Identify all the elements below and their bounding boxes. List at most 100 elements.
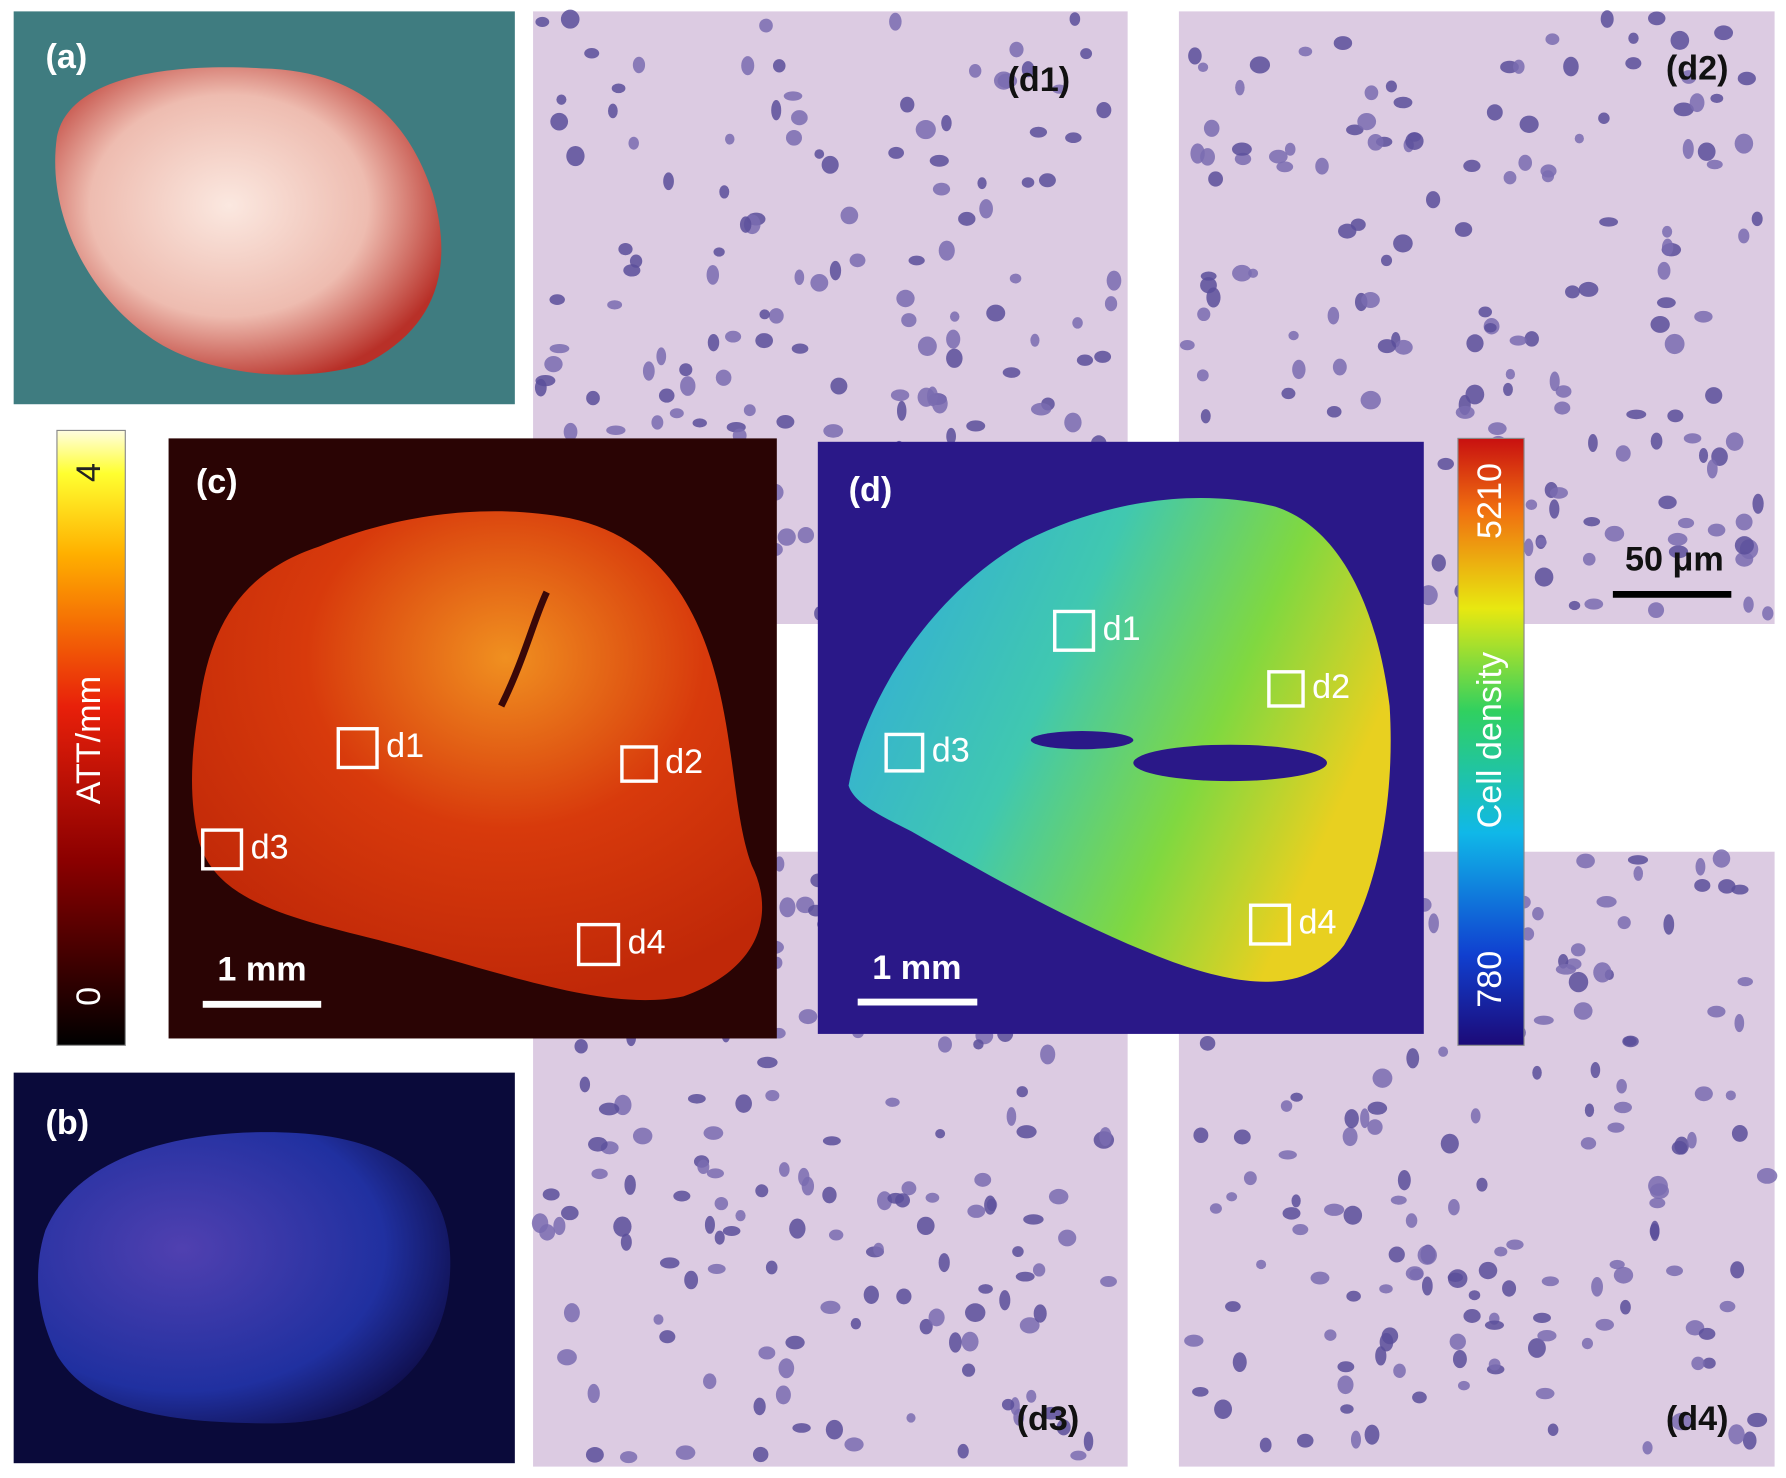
cell-nucleus <box>1599 217 1619 227</box>
cell-nucleus <box>719 185 730 199</box>
cell-nucleus <box>1626 409 1647 420</box>
cell-nucleus <box>1235 79 1245 96</box>
cell-nucleus <box>941 115 952 132</box>
cell-nucleus <box>1367 1119 1383 1135</box>
panel-label: (d2) <box>1666 50 1729 88</box>
cell-nucleus <box>1565 285 1580 299</box>
cell-nucleus <box>574 1039 588 1054</box>
region-box <box>1248 903 1292 946</box>
cell-nucleus <box>791 343 809 354</box>
colorbar-title: ATT/mm <box>70 676 108 804</box>
cell-nucleus <box>1725 1090 1736 1101</box>
cell-nucleus <box>984 1195 997 1215</box>
cell-nucleus <box>1465 384 1485 405</box>
cell-nucleus <box>1488 422 1507 435</box>
cell-nucleus <box>1521 927 1535 941</box>
cell-nucleus <box>663 172 674 191</box>
cell-nucleus <box>1518 154 1533 171</box>
cell-nucleus <box>1604 525 1625 542</box>
cell-nucleus <box>1377 339 1397 354</box>
cell-nucleus <box>1243 1171 1257 1186</box>
cell-nucleus <box>1694 1086 1713 1102</box>
cell-nucleus <box>1574 133 1584 144</box>
cell-nucleus <box>692 418 707 428</box>
cell-nucleus <box>1326 405 1342 418</box>
cell-nucleus <box>620 1233 632 1251</box>
cell-nucleus <box>1065 132 1082 144</box>
cell-nucleus <box>1751 211 1763 227</box>
cell-nucleus <box>539 1224 556 1241</box>
cell-nucleus <box>1710 93 1724 104</box>
cell-nucleus <box>906 1413 916 1423</box>
cell-nucleus <box>771 99 782 121</box>
cell-nucleus <box>1484 322 1497 333</box>
cell-nucleus <box>1494 1246 1508 1257</box>
cell-nucleus <box>607 300 623 310</box>
cell-nucleus <box>1547 1423 1559 1436</box>
cell-nucleus <box>1040 1044 1056 1065</box>
cell-nucleus <box>1379 1284 1393 1294</box>
cell-nucleus <box>873 1242 884 1257</box>
colorbar-min: 0 <box>70 987 108 1006</box>
cell-nucleus <box>557 1349 577 1366</box>
colorbar-title: Cell density <box>1471 651 1509 828</box>
cell-nucleus <box>1454 222 1473 237</box>
cell-nucleus <box>1249 56 1271 74</box>
cell-nucleus <box>1734 536 1754 555</box>
cell-nucleus <box>752 1446 769 1463</box>
cell-nucleus <box>1762 606 1774 621</box>
cell-nucleus <box>561 1205 579 1221</box>
panel-label: (d) <box>849 471 893 509</box>
cell-nucleus <box>1431 554 1446 572</box>
cell-nucleus <box>1360 390 1381 410</box>
cell-nucleus <box>1426 191 1441 209</box>
cell-nucleus <box>632 1127 653 1145</box>
cell-nucleus <box>1231 142 1252 156</box>
cell-nucleus <box>1523 538 1534 557</box>
cell-nucleus <box>656 347 667 366</box>
scale-bar-label: 1 mm <box>217 950 306 988</box>
cell-nucleus <box>1280 1100 1293 1112</box>
cell-nucleus <box>1650 315 1670 333</box>
cell-nucleus <box>1682 138 1694 159</box>
cell-nucleus <box>1584 598 1604 610</box>
panel-label: (c) <box>196 463 238 501</box>
tissue-hole <box>1030 731 1134 750</box>
cell-nucleus <box>1324 1203 1345 1216</box>
tissue-photo <box>55 67 442 375</box>
cell-nucleus <box>765 1260 778 1275</box>
cell-nucleus <box>1677 517 1695 529</box>
cell-nucleus <box>1563 56 1579 77</box>
cell-nucleus <box>1001 1398 1015 1411</box>
cell-nucleus <box>1058 1229 1077 1247</box>
cell-nucleus <box>1728 1424 1745 1445</box>
region-box <box>884 732 925 773</box>
panel-label: (d4) <box>1666 1400 1729 1438</box>
cell-nucleus <box>1737 977 1753 987</box>
cell-nucleus <box>1731 1125 1748 1142</box>
cell-nucleus <box>895 1193 911 1208</box>
cell-nucleus <box>1038 173 1056 188</box>
cell-nucleus <box>778 1358 795 1379</box>
cell-nucleus <box>1725 432 1744 451</box>
cell-nucleus <box>1549 371 1560 392</box>
cell-nucleus <box>1209 1203 1222 1214</box>
cell-nucleus <box>1706 459 1718 479</box>
cell-nucleus <box>1232 1352 1247 1373</box>
cell-nucleus <box>1290 1092 1303 1102</box>
cell-nucleus <box>1026 1389 1037 1403</box>
cell-nucleus <box>684 1270 699 1290</box>
cell-nucleus <box>1468 1290 1481 1301</box>
cell-nucleus <box>587 1383 600 1404</box>
region-label: d1 <box>386 727 424 765</box>
cell-nucleus <box>1617 916 1631 930</box>
cell-nucleus <box>1576 853 1595 869</box>
panel-label: (d1) <box>1007 61 1070 99</box>
cell-nucleus <box>828 1229 844 1241</box>
cell-nucleus <box>1009 273 1022 284</box>
cell-nucleus <box>978 1284 993 1294</box>
cell-nucleus <box>908 255 925 266</box>
region-box <box>1053 609 1096 652</box>
